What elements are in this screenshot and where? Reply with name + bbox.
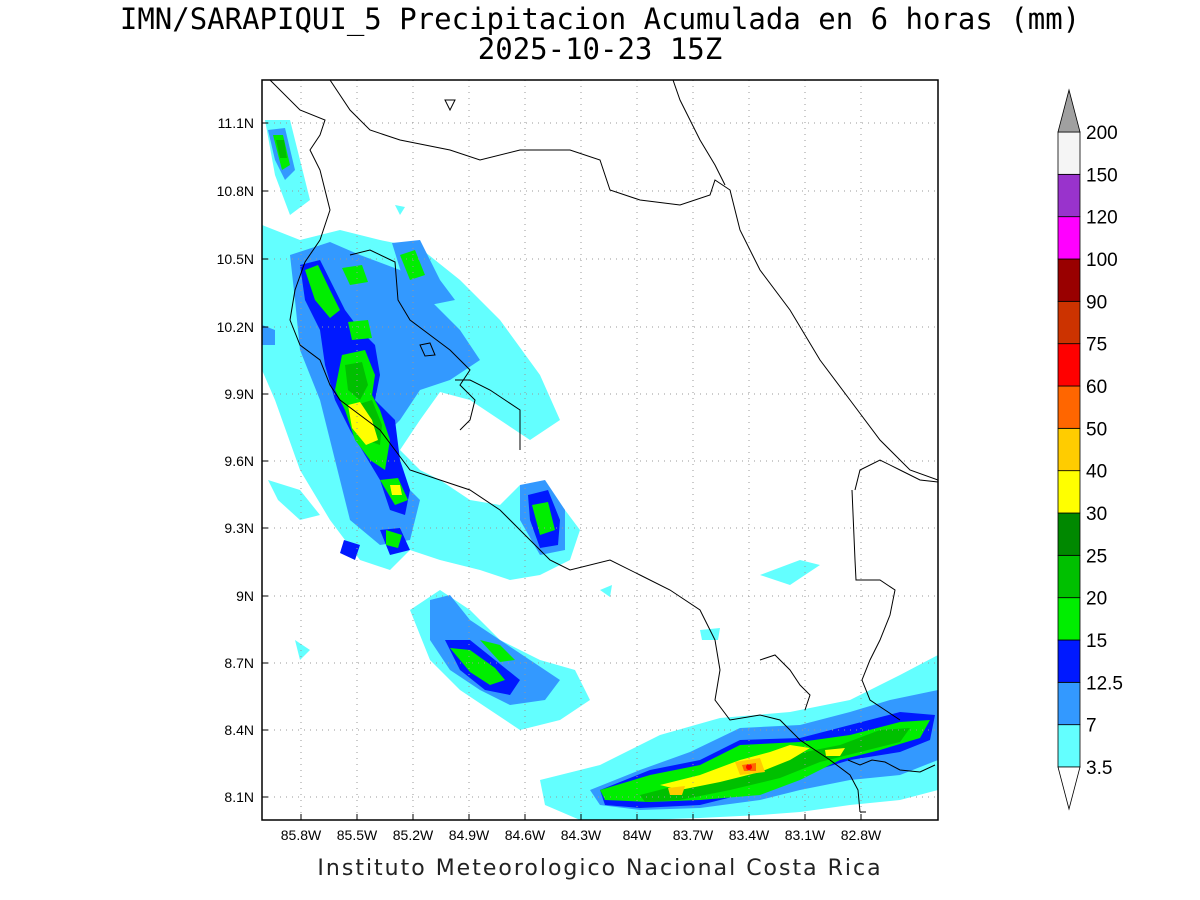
x-tick-label: 84.6W: [505, 827, 546, 843]
precip-band-30: [348, 402, 845, 790]
colorbar-swatch: [1057, 385, 1081, 429]
x-tick-label: 83.4W: [729, 827, 770, 843]
y-tick-label: 8.7N: [224, 655, 254, 671]
colorbar-swatch: [1057, 173, 1081, 218]
colorbar-label: 200: [1086, 123, 1118, 144]
y-tick-label: 9.6N: [224, 453, 254, 469]
colorbar-label: 75: [1086, 335, 1107, 356]
colorbar-swatch: [1057, 681, 1081, 726]
colorbar-label: 60: [1086, 377, 1107, 398]
precip-band-60: [746, 764, 752, 770]
colorbar-label: 40: [1086, 462, 1107, 483]
x-tick-label: 83.1W: [785, 827, 826, 843]
colorbar-swatch: [1057, 427, 1081, 472]
colorbar-swatch: [1057, 724, 1081, 768]
colorbar-swatch: [1057, 512, 1081, 556]
axis-ticks: [262, 122, 862, 820]
colorbar-label: 25: [1086, 546, 1107, 567]
colorbar-label: 50: [1086, 419, 1107, 440]
x-tick-label: 85.2W: [393, 827, 434, 843]
y-tick-label: 9.3N: [224, 520, 254, 536]
y-tick-label: 8.1N: [224, 789, 254, 805]
x-tick-label: 85.5W: [337, 827, 378, 843]
colorbar-swatch: [1057, 639, 1081, 683]
colorbar-swatch: [1057, 216, 1081, 260]
precipitation-field: [262, 120, 938, 820]
y-tick-label: 10.8N: [217, 183, 254, 199]
y-tick-label: 9.9N: [224, 386, 254, 402]
colorbar-bottom-arrow: [1057, 766, 1081, 811]
x-tick-label: 84.3W: [561, 827, 602, 843]
y-tick-label: 9N: [236, 588, 254, 604]
map-frame: [261, 79, 939, 821]
x-tick-label: 84.9W: [449, 827, 490, 843]
colorbar-label: 150: [1086, 165, 1118, 186]
colorbar: 3.5 7 12.5 15 20 25 30 40 50 60 75 90 100 120 150 200: [1057, 88, 1123, 811]
colorbar-label: 3.5: [1086, 758, 1112, 779]
colorbar-swatch: [1057, 258, 1081, 302]
colorbar-swatch: [1057, 470, 1081, 514]
footer-credit: Instituto Meteorologico Nacional Costa R…: [317, 856, 883, 881]
x-tick-label: 85.8W: [281, 827, 322, 843]
colorbar-label: 100: [1086, 250, 1118, 271]
x-tick-label: 84W: [623, 827, 653, 843]
y-axis-labels: 11.1N 10.8N 10.5N 10.2N 9.9N 9.6N 9.3N 9…: [217, 115, 254, 805]
colorbar-label: 30: [1086, 504, 1107, 525]
map-title: IMN/SARAPIQUI_5 Precipitacion Acumulada …: [119, 2, 1081, 36]
coastline: [269, 80, 938, 813]
colorbar-label: 120: [1086, 208, 1118, 229]
map-datetime: 2025-10-23 15Z: [477, 32, 723, 66]
colorbar-swatch: [1057, 131, 1081, 175]
x-tick-label: 82.8W: [841, 827, 882, 843]
colorbar-label: 12.5: [1086, 673, 1123, 694]
y-tick-label: 10.5N: [217, 251, 254, 267]
x-tick-label: 83.7W: [673, 827, 714, 843]
x-axis-labels: 85.8W 85.5W 85.2W 84.9W 84.6W 84.3W 84W …: [281, 827, 882, 843]
colorbar-label: 20: [1086, 589, 1107, 610]
y-tick-label: 11.1N: [218, 115, 254, 131]
colorbar-swatch: [1057, 300, 1081, 345]
colorbar-label: 90: [1086, 292, 1107, 313]
colorbar-label: 7: [1086, 716, 1097, 737]
y-tick-label: 8.4N: [224, 722, 254, 738]
colorbar-swatch: [1057, 554, 1081, 599]
colorbar-top-arrow: [1057, 88, 1081, 133]
colorbar-swatch: [1057, 343, 1081, 387]
y-tick-label: 10.2N: [217, 319, 254, 335]
colorbar-label: 15: [1086, 631, 1107, 652]
colorbar-swatch: [1057, 597, 1081, 641]
